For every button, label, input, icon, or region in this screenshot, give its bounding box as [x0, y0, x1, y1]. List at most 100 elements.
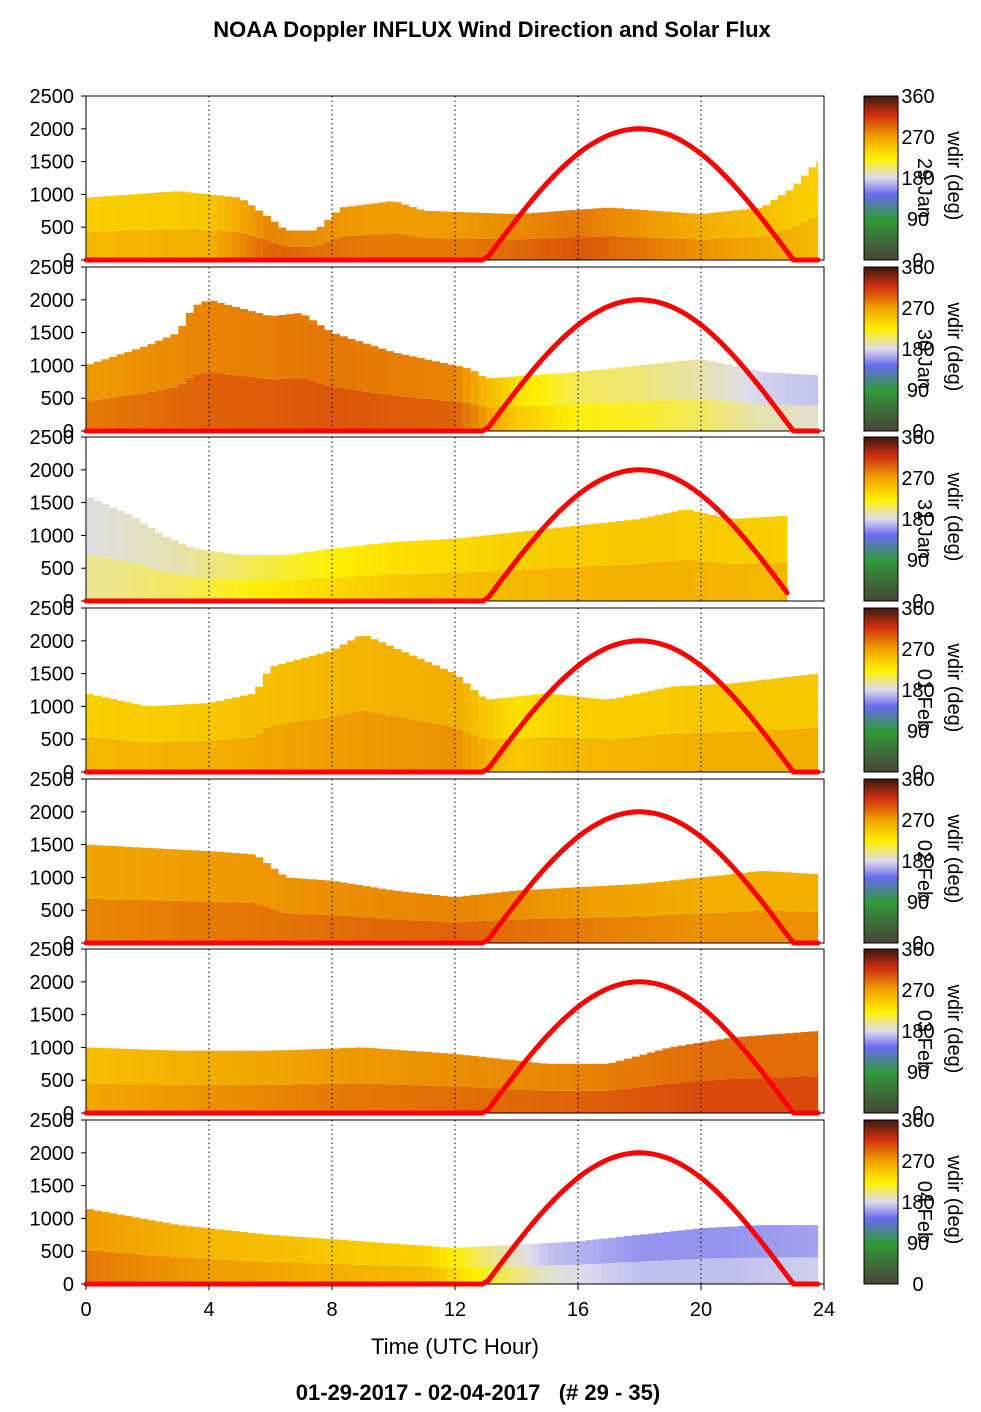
x-tick-label: 8: [326, 1299, 337, 1321]
wind-direction-cell: [362, 1264, 371, 1284]
wind-direction-cell: [662, 561, 671, 601]
wind-direction-cell: [747, 563, 756, 601]
wind-direction-cell: [431, 895, 440, 922]
wind-direction-cell: [785, 1225, 794, 1258]
wind-direction-cell: [455, 366, 464, 402]
wind-direction-cell: [770, 233, 779, 260]
wind-direction-cell: [232, 197, 241, 232]
wind-direction-cell: [393, 649, 402, 717]
wind-direction-cell: [808, 873, 817, 912]
wind-direction-cell: [516, 376, 525, 407]
wind-direction-cell: [708, 361, 717, 400]
wind-direction-cell: [162, 1256, 171, 1284]
wind-direction-cell: [316, 1084, 325, 1113]
wind-direction-cell: [170, 1224, 179, 1258]
wind-direction-cell: [401, 541, 410, 575]
figure-title: NOAA Doppler INFLUX Wind Direction and S…: [213, 17, 771, 42]
wind-direction-cell: [278, 664, 287, 724]
wind-direction-cell: [255, 857, 264, 905]
y-tick-label: 2000: [30, 972, 75, 994]
wind-direction-cell: [270, 868, 279, 910]
wind-direction-cell: [631, 1056, 640, 1088]
wind-direction-cell: [731, 518, 740, 564]
wind-direction-cell: [162, 1084, 171, 1113]
wind-direction-cell: [439, 921, 448, 943]
wind-direction-cell: [701, 1081, 710, 1113]
colorbar-label: wdir (deg): [943, 814, 965, 904]
wind-direction-cell: [531, 375, 540, 406]
wind-direction-cell: [278, 315, 287, 379]
wind-direction-cell: [662, 211, 671, 239]
wind-direction-cell: [347, 206, 356, 236]
wind-direction-cell: [770, 516, 779, 563]
wind-direction-cell: [439, 725, 448, 772]
wind-direction-cell: [531, 889, 540, 919]
wind-direction-cell: [424, 237, 433, 260]
wind-direction-cell: [685, 878, 694, 914]
wind-direction-cell: [593, 566, 602, 601]
wind-direction-cell: [716, 732, 725, 772]
wind-direction-cell: [301, 552, 310, 580]
wind-direction-cell: [654, 1260, 663, 1284]
wind-direction-cell: [355, 235, 364, 260]
wind-direction-cell: [347, 235, 356, 260]
wind-direction-cell: [209, 372, 218, 431]
wind-direction-cell: [232, 1231, 241, 1261]
wind-direction-cell: [447, 1086, 456, 1113]
wind-direction-cell: [116, 510, 125, 561]
wind-direction-cell: [132, 847, 141, 900]
wind-direction-cell: [201, 1085, 210, 1113]
wind-direction-cell: [378, 888, 387, 919]
wind-direction-cell: [132, 230, 141, 260]
colorbar-tick-label: 90: [907, 1062, 929, 1084]
wind-direction-cell: [332, 548, 341, 578]
wind-direction-cell: [101, 1251, 110, 1284]
wind-direction-cell: [324, 549, 333, 578]
wind-direction-cell: [677, 1045, 686, 1083]
wind-direction-cell: [708, 1080, 717, 1113]
wind-direction-cell: [516, 919, 525, 943]
colorbar-tick-label: 180: [901, 851, 934, 873]
wind-direction-cell: [278, 912, 287, 943]
wind-direction-cell: [385, 1243, 394, 1266]
wind-direction-cell: [301, 579, 310, 601]
wind-direction-cell: [716, 1079, 725, 1113]
wind-direction-cell: [170, 334, 179, 388]
wind-direction-cell: [170, 387, 179, 431]
wind-direction-cell: [255, 1261, 264, 1284]
wind-direction-cell: [232, 697, 241, 739]
wind-direction-cell: [693, 359, 702, 399]
wind-direction-cell: [401, 1266, 410, 1284]
wind-direction-cell: [455, 538, 464, 573]
wind-direction-cell: [170, 741, 179, 772]
wind-direction-cell: [647, 1085, 656, 1113]
wind-direction-cell: [370, 392, 379, 431]
wind-direction-cell: [447, 1267, 456, 1284]
wind-direction-cell: [239, 309, 248, 377]
wind-direction-cell: [393, 919, 402, 943]
wind-direction-cell: [247, 377, 256, 431]
wind-direction-cell: [116, 560, 125, 601]
wind-direction-cell: [224, 739, 233, 772]
wind-direction-cell: [93, 1210, 102, 1251]
colorbar-tick-label: 180: [901, 509, 934, 531]
y-tick-label: 0: [63, 762, 74, 784]
wind-direction-cell: [185, 704, 194, 742]
wind-direction-cell: [308, 914, 317, 943]
wind-direction-cell: [224, 1230, 233, 1260]
wind-direction-cell: [239, 200, 248, 234]
wind-direction-cell: [816, 727, 819, 772]
wind-direction-cell: [777, 195, 786, 231]
wind-direction-cell: [139, 1049, 148, 1085]
wind-direction-cell: [731, 564, 740, 601]
colorbar-tick-label: 0: [912, 762, 923, 784]
wind-direction-cell: [485, 213, 494, 239]
wind-direction-cell: [493, 534, 502, 571]
wind-direction-cell: [739, 1257, 748, 1284]
wind-direction-cell: [232, 580, 241, 601]
wind-direction-cell: [447, 364, 456, 402]
wind-direction-cell: [293, 378, 302, 431]
wind-direction-cell: [462, 1247, 471, 1268]
wind-direction-cell: [708, 1040, 717, 1081]
wind-direction-cell: [408, 1051, 417, 1086]
